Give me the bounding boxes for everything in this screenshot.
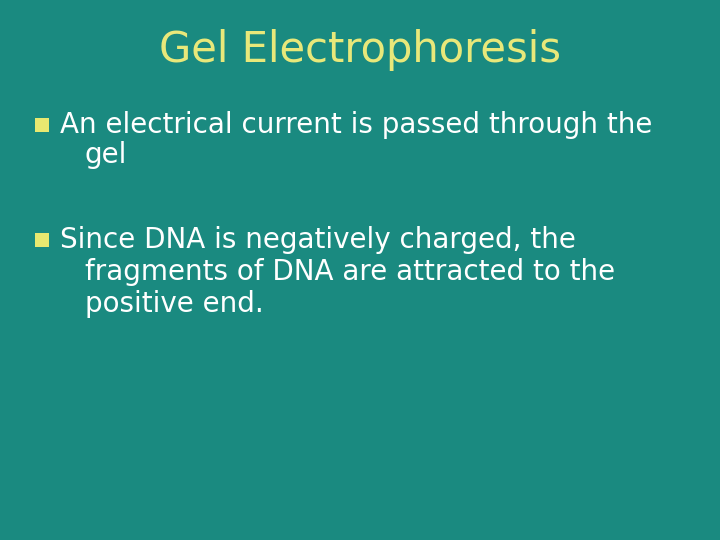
Point (36, 235, 48, 244)
Point (36, 120, 48, 129)
Text: An electrical current is passed through the: An electrical current is passed through … (60, 111, 652, 139)
Text: gel: gel (85, 141, 127, 169)
Text: fragments of DNA are attracted to the: fragments of DNA are attracted to the (85, 258, 615, 286)
Text: Since DNA is negatively charged, the: Since DNA is negatively charged, the (60, 226, 576, 254)
Text: Gel Electrophoresis: Gel Electrophoresis (159, 29, 561, 71)
Text: positive end.: positive end. (85, 290, 264, 318)
